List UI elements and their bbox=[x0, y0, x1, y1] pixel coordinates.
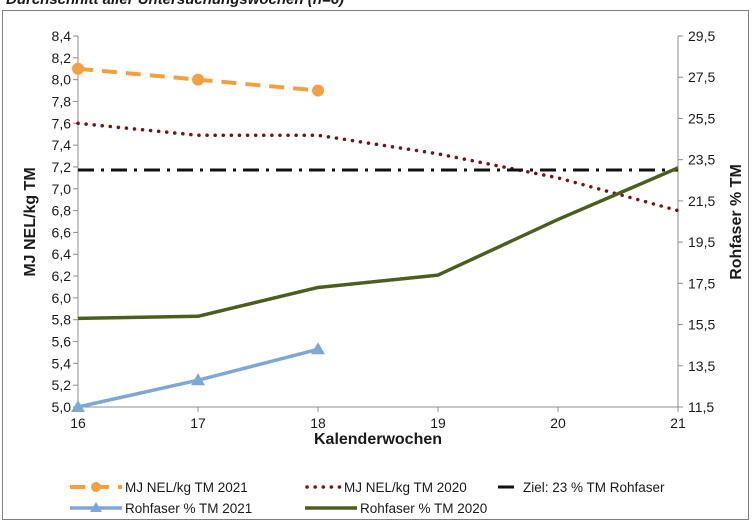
header-title: Durchschnitt aller Untersuchungswochen (… bbox=[6, 0, 344, 8]
legend: MJ NEL/kg TM 2021 MJ NEL/kg TM 2020 Ziel: … bbox=[70, 480, 665, 516]
legend-label-rohfaser-tm-2021: Rohfaser % TM 2021 bbox=[125, 501, 252, 516]
legend-label-mj-nel-kg-tm-2021: MJ NEL/kg TM 2021 bbox=[125, 480, 248, 495]
series-line-rohfaser-tm-2020 bbox=[77, 166, 679, 321]
y-left-tick-label: 7,8 bbox=[52, 93, 72, 109]
y-right-tick-label: 19,5 bbox=[688, 234, 715, 250]
y-left-tick-label: 5,0 bbox=[52, 399, 72, 415]
point-marker-mj-nel-kg-tm-2021 bbox=[192, 73, 204, 86]
legend-label-ziel-23-tm-rohfaser: Ziel: 23 % TM Rohfaser bbox=[523, 480, 665, 495]
legend-marker-mj-nel-kg-tm-2021 bbox=[91, 482, 101, 492]
y-left-tick-label: 8,4 bbox=[52, 28, 72, 44]
y-left-tick-label: 7,4 bbox=[52, 137, 72, 153]
x-tick-label: 19 bbox=[430, 415, 446, 431]
point-marker-mj-nel-kg-tm-2021 bbox=[72, 62, 84, 75]
point-marker-rohfaser-tm-2021 bbox=[191, 373, 205, 386]
y-left-tick-label: 6,8 bbox=[52, 203, 72, 219]
y-left-tick-label: 6,0 bbox=[52, 290, 72, 306]
point-marker-rohfaser-tm-2021 bbox=[71, 400, 85, 412]
chart-frame bbox=[2, 10, 749, 520]
x-tick-label: 17 bbox=[190, 415, 206, 431]
x-tick-label: 18 bbox=[310, 415, 326, 431]
y-left-tick-label: 6,4 bbox=[52, 246, 72, 262]
y-axis-right-title: Rohfaser % TM bbox=[728, 164, 745, 280]
y-axis-left-title: MJ NEL/kg TM bbox=[22, 167, 39, 276]
y-right-tick-label: 25,5 bbox=[688, 110, 715, 126]
point-marker-mj-nel-kg-tm-2021 bbox=[312, 84, 324, 97]
y-left-tick-label: 7,2 bbox=[52, 159, 72, 175]
y-left-tick-label: 5,2 bbox=[52, 377, 72, 393]
y-right-tick-label: 27,5 bbox=[688, 69, 715, 85]
x-tick-label: 16 bbox=[70, 415, 86, 431]
y-right-tick-label: 15,5 bbox=[688, 317, 715, 333]
series-marks bbox=[71, 62, 680, 412]
y-right-tick-label: 13,5 bbox=[688, 358, 715, 374]
y-right-tick-label: 29,5 bbox=[688, 28, 715, 44]
y-right-tick-label: 11,5 bbox=[688, 399, 714, 415]
series-line-mj-nel-kg-tm-2020 bbox=[76, 121, 680, 213]
axes: 5,0 5,2 5,4 5,6 5,8 6,0 6,2 6,4 6,6 6,8 7,0 7,2 7,4 7… bbox=[52, 28, 716, 431]
y-left-tick-label: 7,6 bbox=[52, 115, 72, 131]
legend-label-rohfaser-tm-2020: Rohfaser % TM 2020 bbox=[360, 501, 487, 516]
x-axis-title: Kalenderwochen bbox=[314, 431, 442, 448]
y-left-tick-label: 6,6 bbox=[52, 224, 72, 240]
y-left-tick-label: 7,0 bbox=[52, 181, 72, 197]
x-tick-label: 21 bbox=[670, 415, 686, 431]
y-right-tick-label: 21,5 bbox=[688, 193, 715, 209]
y-left-tick-label: 5,4 bbox=[52, 355, 72, 371]
legend-marker-rohfaser-tm-2021 bbox=[90, 502, 102, 512]
y-left-tick-label: 5,8 bbox=[52, 312, 72, 328]
y-left-tick-label: 8,0 bbox=[52, 72, 72, 88]
y-right-tick-label: 17,5 bbox=[688, 275, 715, 291]
legend-label-mj-nel-kg-tm-2020: MJ NEL/kg TM 2020 bbox=[344, 480, 467, 495]
y-right-tick-label: 23,5 bbox=[688, 152, 715, 168]
x-tick-label: 20 bbox=[550, 415, 566, 431]
y-left-tick-label: 8,2 bbox=[52, 50, 72, 66]
point-marker-rohfaser-tm-2021 bbox=[311, 342, 325, 355]
y-left-tick-label: 6,2 bbox=[52, 268, 72, 284]
y-left-tick-label: 5,6 bbox=[52, 334, 72, 350]
